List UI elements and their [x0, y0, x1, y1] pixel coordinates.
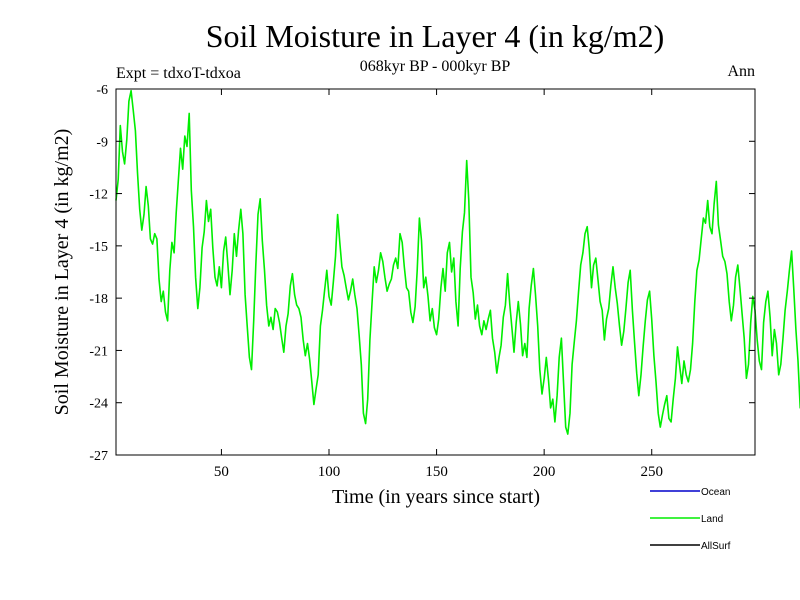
x-tick-label: 250 — [640, 464, 663, 480]
experiment-label: Expt = tdxoT-tdxoa — [116, 65, 241, 82]
y-tick-label: -12 — [89, 188, 108, 203]
x-tick-label: 150 — [425, 464, 448, 480]
y-axis: -6 -9 -12 -15 -18 -21 -24 -27 — [89, 83, 755, 464]
x-axis-label: Time (in years since start) — [332, 486, 540, 508]
y-tick-label: -18 — [89, 292, 108, 307]
chart-subtitle: 068kyr BP - 000kyr BP — [360, 58, 511, 75]
legend-label-land: Land — [701, 514, 723, 525]
legend-label-allsurf: AllSurf — [701, 541, 731, 552]
plot-frame — [115, 88, 756, 456]
series-line-land — [115, 89, 800, 435]
season-label: Ann — [727, 63, 755, 80]
y-tick-label: -15 — [89, 240, 108, 255]
legend-label-ocean: Ocean — [701, 487, 730, 498]
series-layer — [115, 89, 800, 435]
plot-area: 50 100 150 200 250 -6 -9 -12 -15 -18 -21 -24 -27 — [89, 83, 800, 480]
y-tick-label: -21 — [89, 344, 108, 359]
y-tick-label: -9 — [96, 135, 108, 150]
x-axis: 50 100 150 200 250 — [214, 89, 663, 480]
y-tick-label: -24 — [89, 397, 108, 412]
x-tick-label: 200 — [533, 464, 556, 480]
y-axis-label: Soil Moisture in Layer 4 (in kg/m2) — [51, 129, 73, 416]
x-tick-label: 100 — [318, 464, 341, 480]
legend: Ocean Land AllSurf — [650, 487, 731, 552]
y-tick-label: -6 — [96, 83, 108, 98]
x-tick-label: 50 — [214, 464, 229, 480]
y-tick-label: -27 — [89, 449, 108, 464]
chart-title: Soil Moisture in Layer 4 (in kg/m2) — [206, 18, 665, 54]
